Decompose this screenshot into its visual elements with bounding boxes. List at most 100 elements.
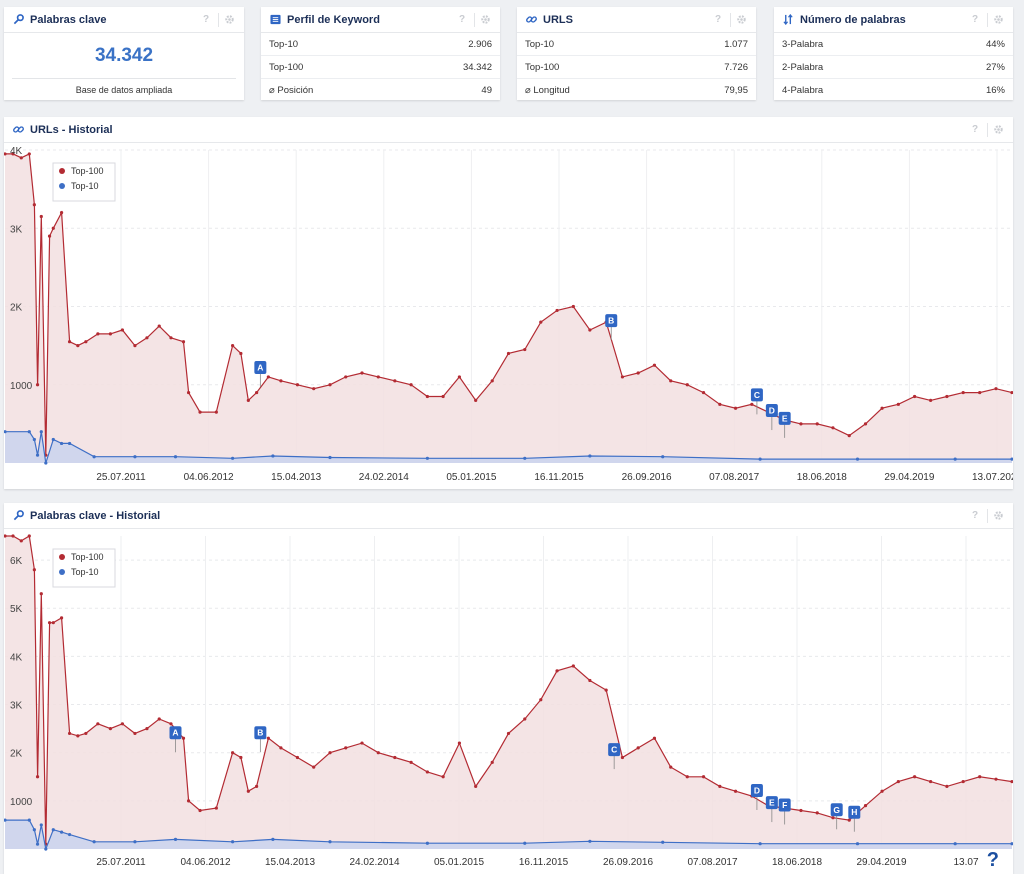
data-point (39, 592, 43, 596)
data-point (84, 731, 88, 736)
data-point (133, 455, 137, 459)
x-tick-label: 29.04.2019 (856, 857, 906, 868)
series-line-top-100 (5, 535, 1013, 845)
data-point (620, 755, 625, 760)
keyword-count: 34.342 (94, 45, 154, 66)
card-title: Número de palabras (800, 13, 906, 26)
table-row: 3-Palabra 44% (774, 33, 1013, 56)
data-point (186, 390, 191, 395)
x-tick-label: 24.02.2014 (349, 857, 399, 868)
y-tick-label: 5K (10, 604, 23, 615)
y-tick-label: 1000 (10, 797, 33, 808)
annotation-marker-h: H (848, 805, 861, 832)
table-row: 4-Palabra 16% (782, 85, 1005, 96)
data-point (425, 841, 429, 845)
data-point (295, 383, 300, 387)
keywords-history-chart[interactable]: 1000 2K 3K 4K 5K 6K 25.07.2011 04.06.2012 15.04.… (4, 530, 1013, 874)
data-point (750, 402, 754, 406)
link-icon (12, 124, 24, 136)
x-tick-label: 05.01.2015 (446, 472, 496, 483)
legend-label: Top-100 (71, 552, 104, 562)
gear-icon[interactable] (734, 13, 748, 27)
data-point (145, 727, 149, 731)
data-point (255, 390, 259, 395)
data-point (523, 456, 527, 460)
data-point (588, 328, 592, 332)
card-palabras-clave: Palabras clave ? 34.342 Base de datos am… (4, 7, 244, 100)
legend-dot (59, 183, 65, 189)
annotation-marker-c: C (750, 388, 763, 415)
x-tick-label: 25.07.2011 (96, 472, 146, 483)
data-point (39, 823, 43, 827)
data-point (39, 214, 43, 219)
data-point (620, 375, 625, 379)
card-header: URLS ? (517, 7, 756, 33)
data-point (344, 375, 348, 379)
data-point (11, 152, 15, 156)
gear-icon[interactable] (991, 509, 1005, 523)
x-tick-label: 16.11.2015 (534, 472, 584, 483)
data-point (961, 390, 965, 395)
data-point (19, 156, 23, 160)
data-point (44, 847, 48, 851)
data-point (718, 402, 722, 406)
y-tick-label: 4K (10, 146, 23, 157)
kpi-subtitle: Base de datos ampliada (75, 85, 173, 95)
data-point (855, 842, 860, 846)
card-perfil-keyword: Perfil de Keyword ? Top-10 2.906 Top-100 3… (261, 7, 500, 100)
data-point (652, 736, 657, 740)
help-icon[interactable]: ? (202, 14, 210, 25)
y-tick-label: 2K (10, 303, 23, 314)
data-point (92, 840, 96, 844)
urls-history-chart[interactable]: 1000 2K 3K 4K 25.07.2011 04.06.2012 15.04.2013… (4, 144, 1013, 489)
data-point (92, 455, 96, 459)
x-tick-label: 04.06.2012 (184, 472, 234, 483)
help-button[interactable]: ? (986, 849, 999, 871)
data-point (701, 775, 706, 779)
data-point (51, 226, 55, 230)
data-point (173, 455, 178, 459)
data-point (457, 375, 462, 379)
card-header: Número de palabras ? (774, 7, 1013, 33)
x-tick-label: 15.04.2013 (271, 472, 321, 483)
annotation-marker-e: E (778, 411, 791, 438)
help-icon[interactable]: ? (971, 14, 979, 25)
data-point (255, 784, 259, 788)
data-point (815, 422, 819, 426)
data-point (880, 789, 884, 793)
gear-icon[interactable] (991, 13, 1005, 27)
gear-icon[interactable] (222, 13, 236, 27)
data-point (271, 837, 275, 841)
data-point (685, 775, 689, 779)
data-point (173, 837, 178, 841)
x-tick-label: 18.06.2018 (772, 857, 822, 868)
card-header: Palabras clave ? (4, 7, 244, 33)
help-icon[interactable]: ? (714, 14, 722, 25)
gear-icon[interactable] (991, 123, 1005, 137)
data-point (51, 437, 55, 442)
chart-title: Palabras clave - Historial (30, 509, 161, 522)
card-title: URLS (543, 13, 573, 26)
data-point (19, 539, 23, 543)
card-header: Perfil de Keyword ? (261, 7, 500, 33)
data-point (847, 818, 851, 822)
x-tick-label: 13.07 (953, 857, 978, 868)
data-point (571, 304, 575, 309)
help-icon[interactable]: ? (458, 14, 466, 25)
x-tick-label: 07.08.2017 (687, 857, 737, 868)
data-point (555, 308, 559, 313)
data-point (47, 621, 52, 625)
gear-icon[interactable] (478, 13, 492, 27)
data-point (1010, 779, 1013, 784)
card-title: Perfil de Keyword (287, 13, 380, 26)
data-point (847, 434, 851, 438)
data-point (214, 410, 218, 414)
legend: Top-100 Top-10 (52, 548, 116, 588)
x-tick-label: 24.02.2014 (359, 472, 409, 483)
data-point (266, 736, 270, 740)
help-icon[interactable]: ? (971, 124, 979, 135)
data-point (929, 398, 933, 402)
help-icon[interactable]: ? (971, 510, 979, 521)
data-point (344, 746, 348, 750)
data-point (1010, 842, 1013, 846)
